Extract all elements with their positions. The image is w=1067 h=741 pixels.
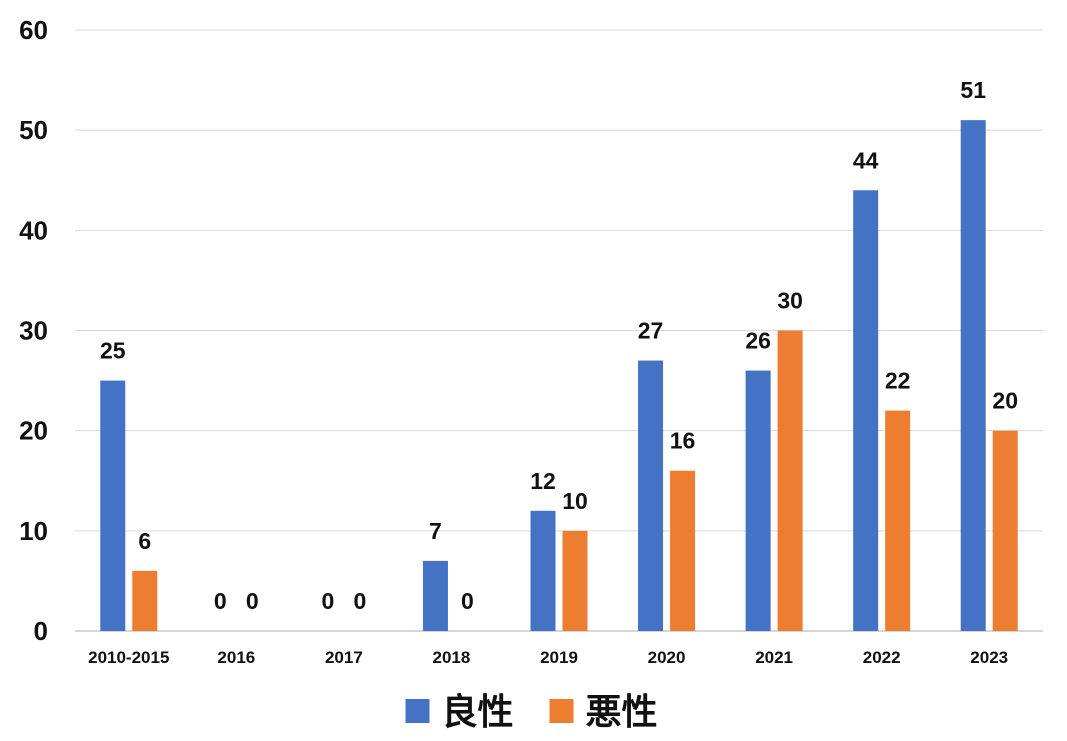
bar-benign-2020 [638,360,664,631]
bar-malignant-2021 [777,330,803,631]
legend-label-benign: 良性 [442,692,514,733]
data-label: 0 [246,588,259,614]
x-tick-label: 2023 [970,648,1008,667]
y-tick-label: 20 [19,416,48,446]
bar-benign-2021 [745,370,771,631]
data-label: 25 [100,338,126,364]
x-tick-label: 2017 [325,648,363,667]
x-tick-label: 2016 [217,648,255,667]
y-tick-label: 0 [34,616,48,646]
data-label: 27 [638,318,664,344]
x-tick-label: 2020 [648,648,686,667]
data-label: 10 [562,488,588,514]
data-label: 0 [214,588,227,614]
legend-swatch-malignant [549,699,574,723]
y-tick-label: 60 [19,15,48,45]
y-tick-label: 10 [19,516,48,546]
bar-benign-2022 [853,190,879,631]
y-tick-label: 30 [19,316,48,346]
data-label: 20 [992,388,1018,414]
data-label: 12 [530,468,556,494]
x-tick-label: 2019 [540,648,578,667]
bar-benign-2010-2015 [100,380,126,631]
y-tick-label: 50 [19,115,48,145]
data-label: 0 [461,588,474,614]
legend-swatch-benign [405,699,430,723]
data-label: 22 [885,368,911,394]
x-tick-label: 2018 [433,648,471,667]
data-label: 30 [777,288,803,314]
bar-malignant-2010-2015 [132,570,158,631]
data-label: 44 [853,147,879,173]
data-label: 51 [960,77,986,103]
x-axis-ticks: 2010-2015 2016 2017 2018 2019 2020 2021 2022 202… [88,648,1008,667]
data-label: 26 [745,328,771,354]
bar-malignant-2019 [562,530,588,631]
gridlines [75,29,1043,632]
bar-malignant-2023 [992,430,1018,631]
bars [100,120,1018,632]
data-label: 16 [670,428,696,454]
data-label: 0 [353,588,366,614]
data-label: 7 [429,518,442,544]
data-label: 6 [138,528,151,554]
x-tick-label: 2021 [755,648,793,667]
bar-malignant-2022 [885,410,911,631]
legend-label-malignant: 悪性 [586,692,658,733]
bar-benign-2023 [960,120,986,632]
bar-benign-2019 [530,510,556,631]
bar-malignant-2020 [670,470,696,631]
y-tick-label: 40 [19,215,48,245]
data-label: 0 [321,588,334,614]
legend: 良性 悪性 [405,692,658,733]
x-tick-label: 2022 [863,648,901,667]
bar-benign-2018 [422,560,448,631]
y-axis-ticks: 0 10 20 30 40 50 60 [19,15,48,646]
x-tick-label: 2010-2015 [88,648,169,667]
